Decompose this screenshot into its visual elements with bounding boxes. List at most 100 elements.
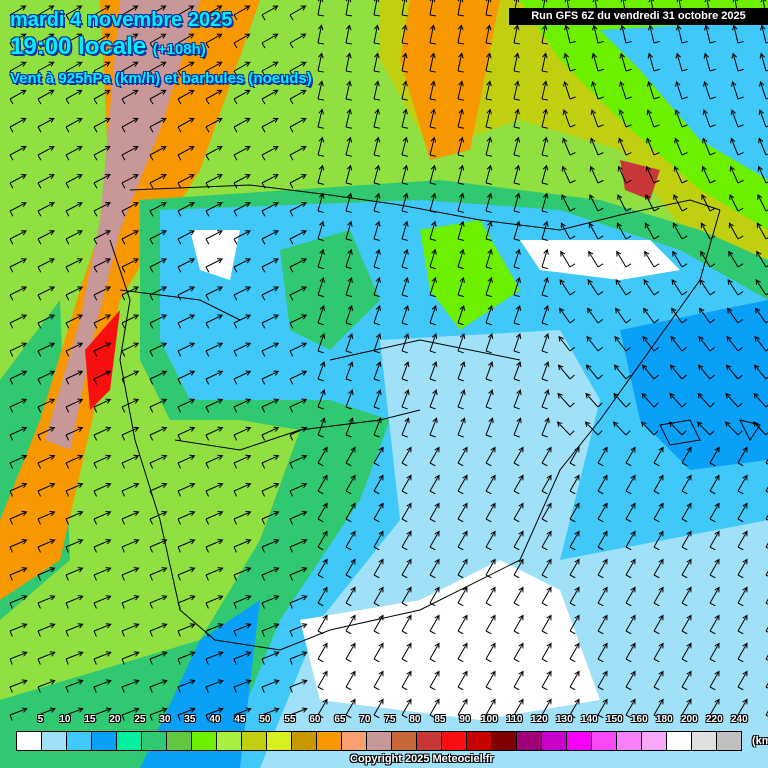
wind-barb (93, 510, 112, 525)
wind-barb (485, 108, 492, 129)
wind-barb (65, 258, 84, 273)
legend-label: 75 (384, 714, 396, 725)
wind-barb (65, 623, 84, 637)
wind-barb (317, 698, 328, 719)
wind-barb (93, 89, 111, 105)
wind-barb (373, 389, 382, 410)
wind-barb (709, 698, 720, 719)
wind-barb (65, 707, 84, 721)
wind-barb (597, 558, 608, 579)
wind-barb (345, 446, 356, 467)
wind-barb (585, 392, 603, 408)
wind-barb (37, 174, 55, 189)
wind-barb (177, 117, 195, 133)
wind-barb (177, 145, 195, 161)
wind-barb (640, 421, 659, 436)
legend-swatch (342, 732, 367, 750)
wind-barb (233, 595, 252, 609)
copyright: Copyright 2025 Meteociel.fr (350, 753, 494, 765)
wind-barb (205, 567, 224, 581)
legend-label: 140 (580, 714, 598, 725)
wind-barb (401, 389, 410, 410)
wind-barb (289, 258, 308, 273)
wind-barb (317, 0, 325, 17)
wind-barb (149, 174, 167, 189)
wind-barb (65, 145, 83, 161)
wind-barb (289, 117, 307, 133)
wind-barb (149, 454, 168, 469)
wind-barb (65, 33, 83, 49)
wind-barb (177, 342, 196, 357)
wind-barb (597, 474, 608, 495)
wind-barb (93, 33, 111, 49)
wind-barb (653, 586, 664, 607)
wind-barb (37, 117, 55, 133)
wind-barb (429, 304, 438, 326)
wind-barb (205, 286, 224, 301)
wind-barb (709, 558, 720, 579)
wind-barb (121, 679, 140, 693)
wind-barb (345, 586, 356, 607)
legend-swatch (317, 732, 342, 750)
wind-barb (646, 137, 660, 156)
wind-barb (457, 614, 468, 635)
wind-barb (541, 24, 549, 45)
wind-barb (149, 342, 168, 357)
wind-barb (485, 361, 494, 382)
legend-swatch (17, 732, 42, 750)
legend-swatch (592, 732, 617, 750)
wind-barb (674, 137, 688, 156)
wind-barb (681, 502, 692, 523)
wind-barb (233, 33, 251, 49)
wind-barb (93, 230, 111, 245)
wind-barb (401, 698, 412, 719)
wind-barb (641, 392, 659, 408)
wind-barb (37, 679, 56, 693)
wind-barb (737, 642, 748, 663)
wind-barb (625, 474, 636, 495)
wind-barb (289, 370, 308, 385)
wind-barb (373, 333, 382, 354)
wind-barb (9, 567, 28, 581)
wind-barb (65, 482, 84, 497)
wind-barb (149, 145, 167, 161)
wind-barb (149, 482, 168, 497)
wind-barb (37, 539, 56, 553)
wind-barb (737, 530, 748, 551)
wind-barb (65, 117, 83, 133)
wind-barb (725, 392, 743, 408)
wind-barb (541, 136, 549, 157)
wind-barb (345, 558, 356, 579)
wind-barb (513, 698, 524, 719)
wind-barb (345, 52, 352, 73)
wind-barb (373, 192, 381, 213)
wind-barb (121, 651, 140, 665)
wind-barb (261, 5, 279, 21)
wind-barb (457, 136, 465, 157)
wind-barb (541, 586, 552, 607)
wind-barb (584, 421, 603, 436)
wind-barb (149, 314, 168, 329)
legend-swatch (42, 732, 67, 750)
wind-barb (597, 698, 608, 719)
wind-barb (613, 364, 631, 380)
wind-barb (619, 80, 632, 100)
wind-barb (429, 80, 436, 101)
wind-barb (541, 333, 550, 354)
wind-barb (261, 117, 279, 133)
wind-barb (317, 108, 324, 129)
wind-barb (752, 421, 768, 436)
wind-barb (485, 52, 492, 73)
wind-barb (345, 502, 356, 523)
wind-barb (289, 314, 308, 329)
wind-barb (261, 89, 279, 105)
wind-barb (261, 33, 279, 49)
wind-barb (233, 286, 252, 301)
wind-barb (177, 258, 196, 273)
legend-swatch (492, 732, 517, 750)
wind-barb (149, 426, 168, 441)
legend-label: 55 (284, 714, 296, 725)
wind-barb (589, 165, 604, 184)
wind-barb (205, 314, 224, 329)
wind-barb (614, 335, 631, 352)
